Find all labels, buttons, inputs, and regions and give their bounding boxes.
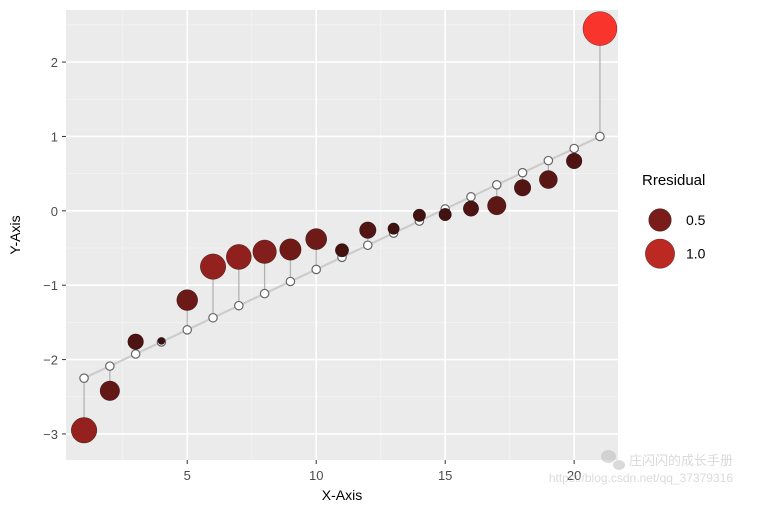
data-point: [71, 417, 97, 443]
residual-chart: −3 −2 −1 0 1 2 5 10 15 20 X-Axis Y-Axis Rresidual 0.5…: [0, 0, 761, 508]
x-tick-label: 20: [567, 468, 581, 483]
data-point: [463, 201, 478, 216]
data-point: [539, 171, 557, 189]
y-tick-label: −3: [43, 427, 58, 442]
x-tick-label: 5: [184, 468, 191, 483]
data-point: [360, 222, 377, 239]
y-tick-label: −1: [43, 278, 58, 293]
data-point: [335, 244, 348, 257]
data-point: [566, 153, 582, 169]
legend-swatch: [649, 209, 672, 232]
data-point: [253, 240, 277, 264]
data-point: [583, 12, 617, 46]
y-tick-label: 2: [51, 55, 58, 70]
data-point: [100, 381, 120, 401]
x-tick-label: 15: [438, 468, 452, 483]
data-point: [177, 290, 198, 311]
data-point: [413, 209, 426, 222]
y-axis-title: Y-Axis: [7, 215, 23, 254]
data-point: [158, 337, 165, 344]
data-point: [280, 239, 301, 260]
legend-swatch: [645, 239, 674, 268]
y-tick-label: 0: [51, 204, 58, 219]
data-point: [514, 179, 531, 196]
data-point: [439, 208, 452, 221]
x-axis-title: X-Axis: [322, 487, 362, 503]
data-point: [128, 334, 144, 350]
data-point: [200, 254, 225, 279]
legend-title: Rresidual: [642, 172, 705, 189]
legend-label: 0.5: [686, 212, 706, 228]
legend-label: 1.0: [686, 246, 706, 262]
y-tick-label: −2: [43, 353, 58, 368]
data-point: [388, 223, 400, 235]
data-point: [226, 244, 251, 269]
data-point: [306, 229, 327, 250]
x-tick-label: 10: [309, 468, 323, 483]
data-point: [488, 196, 507, 215]
y-tick-label: 1: [51, 129, 58, 144]
